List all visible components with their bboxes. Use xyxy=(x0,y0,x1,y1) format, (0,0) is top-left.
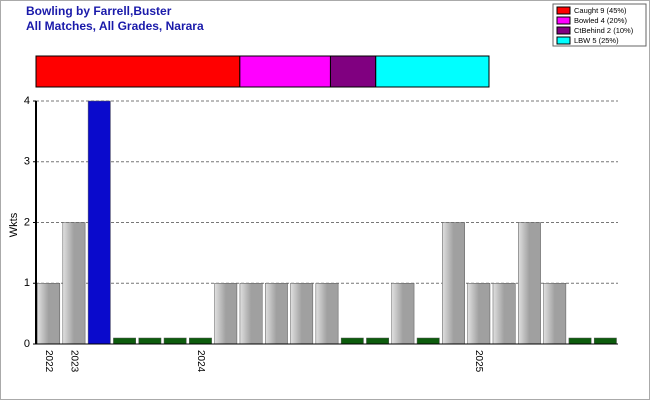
bar xyxy=(467,283,491,345)
bar xyxy=(366,337,390,345)
bar xyxy=(290,283,314,345)
x-tick-label: 2025 xyxy=(473,350,484,373)
breakdown-segment xyxy=(35,55,241,88)
bar xyxy=(37,283,61,345)
bar xyxy=(442,222,465,345)
x-tick-label: 2023 xyxy=(68,350,79,373)
bar xyxy=(568,337,592,345)
bar xyxy=(239,283,263,345)
breakdown-segment xyxy=(239,55,331,88)
bar xyxy=(87,100,111,345)
y-tick-label: 4 xyxy=(24,95,30,107)
y-tick-label: 1 xyxy=(24,277,30,289)
bar xyxy=(113,337,136,345)
legend-label: Caught 9 (45%) xyxy=(574,6,627,15)
bar xyxy=(340,337,364,345)
x-tick-label: 2022 xyxy=(43,350,54,373)
x-tick-label: 2024 xyxy=(195,350,206,373)
y-axis-label: Wkts xyxy=(8,212,20,237)
bar xyxy=(138,337,162,345)
bar xyxy=(518,222,541,345)
bar xyxy=(264,283,288,345)
bar xyxy=(163,337,187,345)
legend-swatch xyxy=(556,6,571,15)
chart-title: Bowling by Farrell,Buster xyxy=(26,4,172,18)
legend-label: Bowled 4 (20%) xyxy=(574,16,627,25)
bar xyxy=(315,283,339,345)
chart-subtitle: All Matches, All Grades, Narara xyxy=(26,19,204,33)
y-tick-label: 3 xyxy=(24,156,30,168)
legend-swatch xyxy=(556,26,571,35)
y-tick-label: 0 xyxy=(24,338,30,350)
bar xyxy=(62,222,86,345)
legend-label: CtBehind 2 (10%) xyxy=(574,26,634,35)
legend-swatch xyxy=(556,36,571,45)
breakdown-segment xyxy=(375,55,490,88)
bar xyxy=(391,283,415,345)
legend-swatch xyxy=(556,16,571,25)
bar xyxy=(214,283,238,345)
breakdown-segment xyxy=(329,55,377,88)
y-tick-label: 2 xyxy=(24,216,30,228)
legend-label: LBW 5 (25%) xyxy=(574,36,619,45)
bar xyxy=(593,337,617,345)
bar xyxy=(189,337,212,345)
bar xyxy=(492,283,516,345)
bar xyxy=(416,337,440,345)
bar xyxy=(543,283,567,345)
